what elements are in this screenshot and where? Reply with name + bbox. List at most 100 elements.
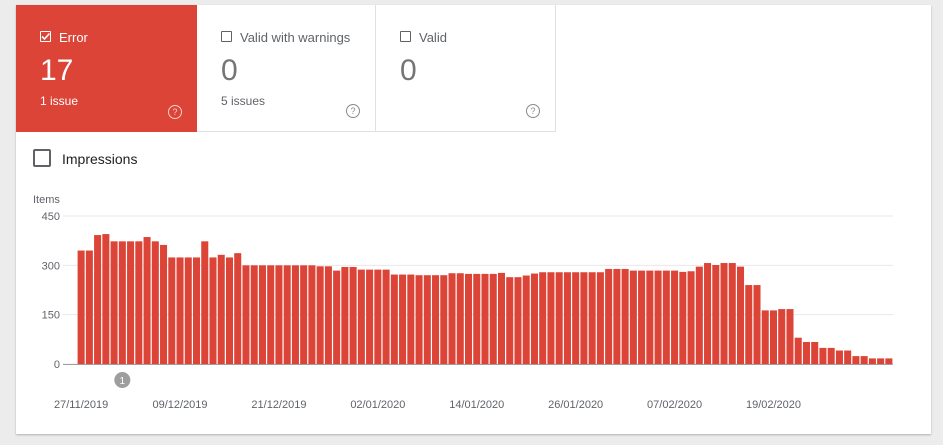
warnings-count: 0: [221, 54, 238, 87]
x-tick-label: 21/12/2019: [251, 399, 306, 411]
error-checkbox[interactable]: [40, 31, 51, 42]
help-icon[interactable]: ?: [168, 105, 182, 119]
bar: [638, 270, 646, 364]
x-tick-label: 19/02/2020: [746, 399, 801, 411]
bar: [308, 265, 316, 364]
bar: [778, 309, 786, 364]
bar: [324, 266, 332, 364]
bar: [283, 265, 291, 364]
bar: [539, 272, 547, 364]
valid-count: 0: [400, 54, 417, 87]
error-label: Error: [59, 30, 88, 45]
y-axis-label: Items: [33, 194, 60, 206]
bar: [316, 266, 324, 364]
bar: [481, 273, 489, 364]
bar: [687, 271, 695, 364]
warnings-checkbox[interactable]: [221, 31, 232, 42]
bar: [786, 309, 794, 364]
bar: [704, 263, 712, 364]
y-tick-label: 0: [54, 359, 60, 371]
status-card: Error 17 1 issue ? Valid with warnings 0…: [16, 5, 931, 434]
bar: [877, 358, 885, 364]
valid-tile[interactable]: Valid 0 ?: [376, 5, 556, 132]
bar: [432, 275, 440, 364]
bar: [580, 272, 588, 364]
x-tick-label: 09/12/2019: [152, 399, 207, 411]
bar: [868, 358, 876, 364]
bar: [300, 265, 308, 364]
bar: [679, 271, 687, 364]
bar: [819, 347, 827, 364]
x-tick-label: 07/02/2020: [647, 399, 702, 411]
bar: [720, 263, 728, 364]
x-tick-label: 14/01/2020: [449, 399, 504, 411]
bar: [291, 265, 299, 364]
error-issues: 1 issue: [40, 94, 79, 108]
bar: [151, 241, 159, 364]
x-tick-label: 02/01/2020: [350, 399, 405, 411]
impressions-checkbox[interactable]: [33, 149, 51, 167]
bar: [811, 341, 819, 364]
bar: [209, 257, 217, 364]
error-tile[interactable]: Error 17 1 issue ?: [16, 5, 197, 132]
bar: [835, 350, 843, 364]
error-count: 17: [40, 54, 74, 87]
bar: [349, 266, 357, 364]
bar: [275, 265, 283, 364]
bar: [671, 270, 679, 364]
bar: [217, 254, 225, 364]
bar: [135, 241, 143, 364]
bar: [885, 358, 893, 364]
bar: [250, 265, 258, 364]
warnings-issues: 5 issues: [221, 94, 266, 108]
bar: [423, 275, 431, 364]
bar: [827, 347, 835, 364]
bar: [390, 274, 398, 364]
annotation-marker: [114, 372, 131, 388]
bar: [761, 310, 769, 364]
bar: [555, 272, 563, 364]
help-icon[interactable]: ?: [526, 104, 540, 118]
bar: [234, 253, 242, 364]
bar: [258, 265, 266, 364]
bar: [522, 275, 530, 364]
bar: [464, 273, 473, 364]
annotation-label: 1: [120, 376, 126, 387]
bar: [489, 273, 497, 364]
bar: [769, 310, 778, 364]
bar: [728, 263, 736, 364]
bar: [440, 275, 448, 364]
bar: [102, 234, 110, 364]
valid-label: Valid: [419, 30, 447, 45]
bar: [514, 277, 522, 364]
bar: [497, 272, 506, 364]
bar: [399, 274, 407, 364]
bar: [143, 237, 151, 364]
bar: [605, 268, 613, 364]
bar: [110, 241, 118, 364]
x-tick-label: 27/11/2019: [54, 399, 108, 411]
bar: [596, 272, 604, 364]
bar: [794, 337, 802, 364]
y-tick-label: 300: [42, 260, 60, 272]
bar: [118, 241, 126, 364]
bar: [176, 257, 184, 364]
impressions-label: Impressions: [62, 151, 138, 167]
bar: [473, 273, 481, 364]
bar: [127, 241, 135, 364]
bar: [860, 356, 868, 364]
bar: [448, 273, 456, 364]
bar: [184, 257, 192, 364]
bar: [753, 285, 761, 364]
bar: [366, 269, 374, 364]
help-icon[interactable]: ?: [346, 104, 360, 118]
x-tick-label: 26/01/2020: [548, 399, 603, 411]
bar: [192, 257, 201, 364]
bar: [85, 250, 93, 364]
bar: [563, 272, 571, 364]
warnings-tile[interactable]: Valid with warnings 0 5 issues ?: [197, 5, 376, 132]
bar: [168, 257, 176, 364]
bar: [646, 270, 654, 364]
warnings-label: Valid with warnings: [240, 30, 351, 45]
valid-checkbox[interactable]: [400, 31, 411, 42]
